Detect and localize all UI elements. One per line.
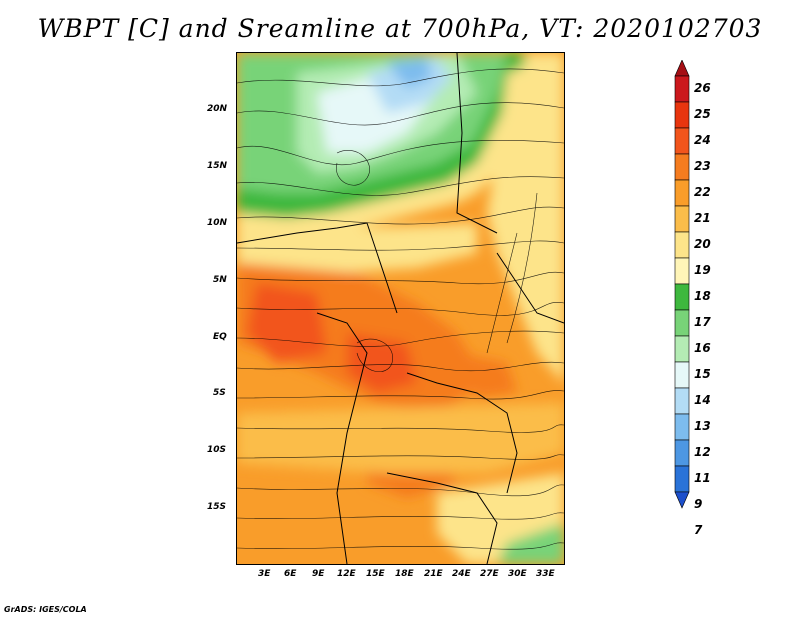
colorbar-label-25: 25 bbox=[694, 107, 711, 121]
grads-credit: GrADS: IGES/COLA bbox=[4, 605, 87, 614]
colorbar-swatch bbox=[674, 101, 690, 129]
lat-label-15n: 15N bbox=[207, 161, 228, 171]
colorbar-swatch bbox=[674, 309, 690, 337]
colorbar-swatch bbox=[674, 387, 690, 415]
colorbar-label-12: 12 bbox=[694, 445, 711, 459]
colorbar-swatch bbox=[674, 257, 690, 285]
colorbar-swatch bbox=[674, 60, 690, 77]
colorbar-swatch bbox=[674, 153, 690, 181]
colorbar-swatch bbox=[674, 205, 690, 233]
colorbar-label-26: 26 bbox=[694, 81, 711, 95]
colorbar-swatch bbox=[674, 413, 690, 441]
colorbar-swatch bbox=[674, 439, 690, 467]
lon-label-12e: 12E bbox=[337, 569, 356, 579]
colorbar-swatches bbox=[674, 60, 690, 509]
colorbar bbox=[674, 60, 690, 509]
colorbar-swatch bbox=[674, 283, 690, 311]
colorbar-swatch bbox=[674, 491, 690, 509]
colorbar-swatch bbox=[674, 231, 690, 259]
lon-label-27e: 27E bbox=[480, 569, 499, 579]
lon-label-30e: 30E bbox=[508, 569, 527, 579]
colorbar-label-20: 20 bbox=[694, 237, 711, 251]
colorbar-label-16: 16 bbox=[694, 341, 711, 355]
lon-label-21e: 21E bbox=[424, 569, 443, 579]
lat-label-10n: 10N bbox=[207, 218, 228, 228]
colorbar-swatch bbox=[674, 335, 690, 363]
colorbar-swatch bbox=[674, 465, 690, 493]
colorbar-swatch bbox=[674, 127, 690, 155]
colorbar-label-17: 17 bbox=[694, 315, 711, 329]
lon-label-3e: 3E bbox=[258, 569, 271, 579]
colorbar-label-11: 11 bbox=[694, 471, 711, 485]
colorbar-label-7: 7 bbox=[694, 523, 703, 537]
wbpt-field-map bbox=[237, 53, 564, 564]
lat-label-eq: EQ bbox=[213, 332, 227, 342]
lat-label-5n: 5N bbox=[213, 275, 227, 285]
lon-label-24e: 24E bbox=[452, 569, 471, 579]
lon-label-15e: 15E bbox=[366, 569, 385, 579]
lon-label-18e: 18E bbox=[395, 569, 414, 579]
colorbar-swatch bbox=[674, 75, 690, 103]
colorbar-label-23: 23 bbox=[694, 159, 711, 173]
colorbar-label-22: 22 bbox=[694, 185, 711, 199]
lon-label-9e: 9E bbox=[312, 569, 325, 579]
map-area bbox=[236, 52, 565, 565]
colorbar-swatch bbox=[674, 179, 690, 207]
lon-label-33e: 33E bbox=[536, 569, 555, 579]
lat-label-10s: 10S bbox=[207, 445, 227, 455]
lat-label-20n: 20N bbox=[207, 104, 228, 114]
colorbar-label-14: 14 bbox=[694, 393, 711, 407]
colorbar-label-15: 15 bbox=[694, 367, 711, 381]
colorbar-label-19: 19 bbox=[694, 263, 711, 277]
lon-label-6e: 6E bbox=[284, 569, 297, 579]
colorbar-label-21: 21 bbox=[694, 211, 711, 225]
colorbar-label-9: 9 bbox=[694, 497, 703, 511]
lat-label-5s: 5S bbox=[213, 388, 226, 398]
colorbar-swatch bbox=[674, 361, 690, 389]
colorbar-label-13: 13 bbox=[694, 419, 711, 433]
colorbar-label-24: 24 bbox=[694, 133, 711, 147]
lat-label-15s: 15S bbox=[207, 502, 227, 512]
colorbar-label-18: 18 bbox=[694, 289, 711, 303]
chart-title: WBPT [C] and Sreamline at 700hPa, VT: 20… bbox=[37, 14, 763, 43]
